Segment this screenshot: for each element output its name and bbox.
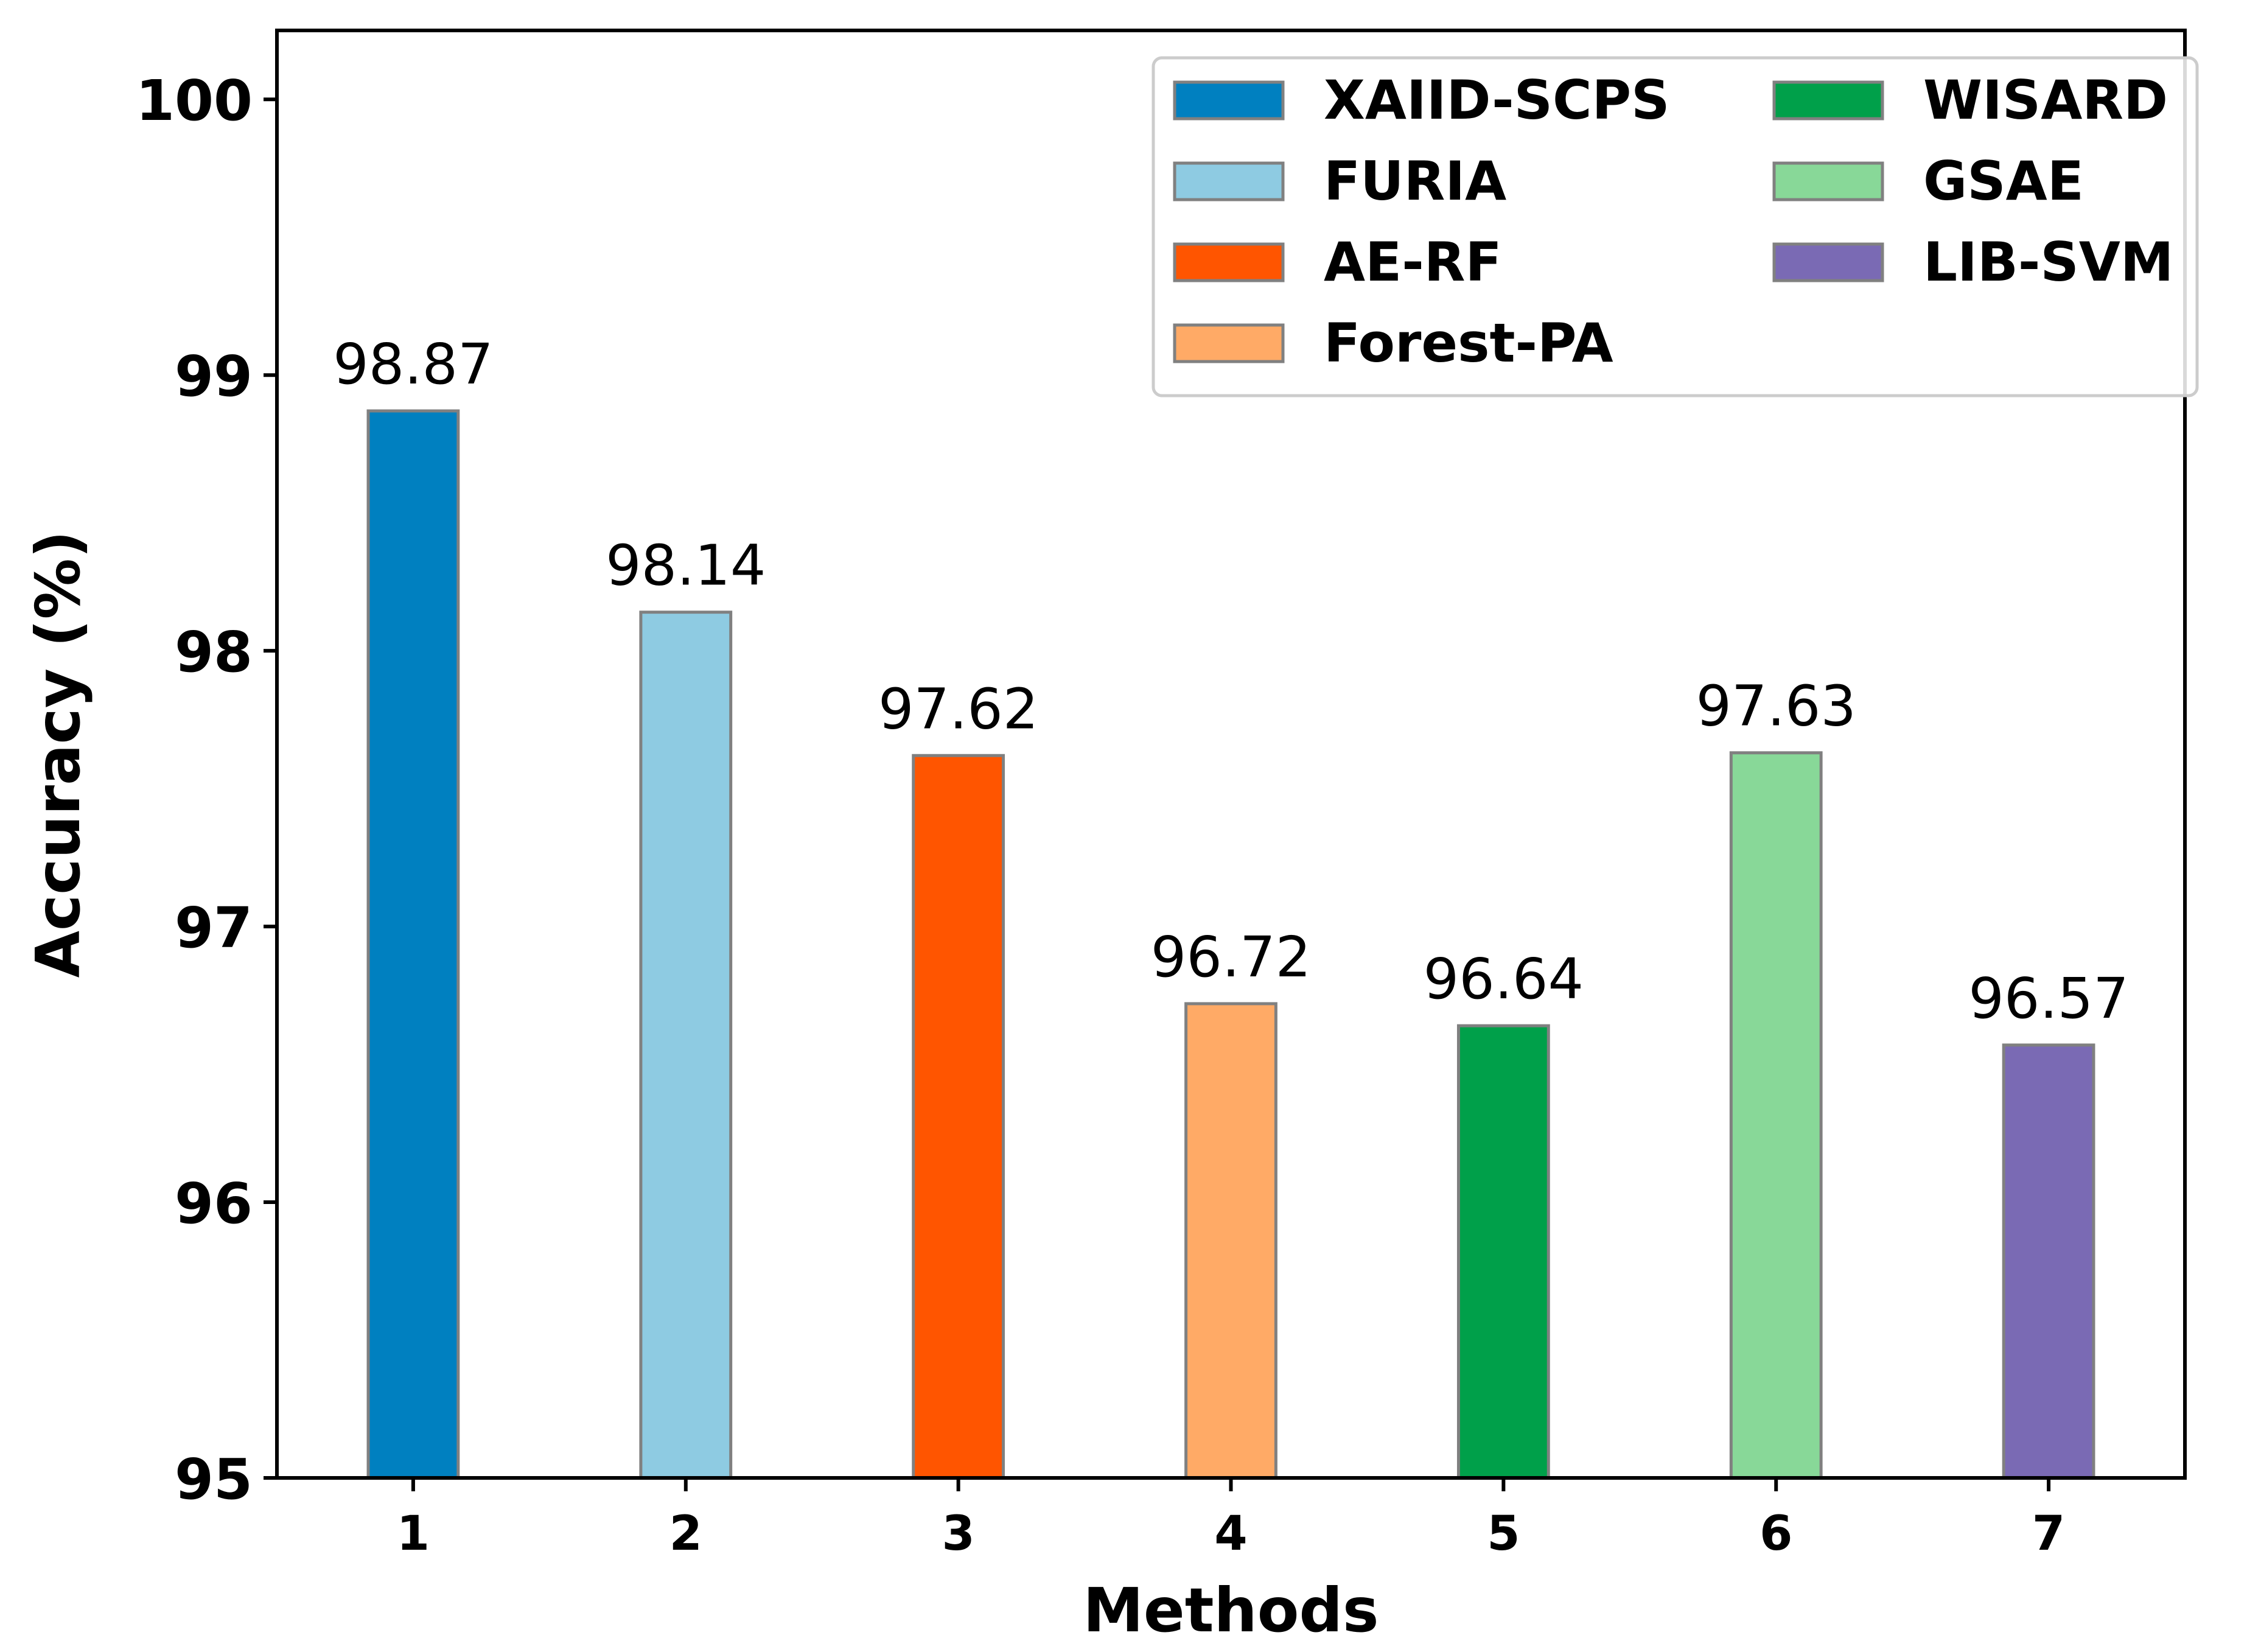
x-axis: 1 2 3 4 5 6 7	[397, 1478, 2065, 1561]
legend-frame	[1151, 56, 2199, 397]
legend-swatch-6	[1772, 161, 1884, 201]
y-tick-label-100: 100	[136, 68, 253, 133]
data-labels-group: 98.87 98.14 97.62 96.72 96.64 97.63 96.57	[333, 332, 2129, 1031]
bar-7	[2002, 1043, 2095, 1480]
data-label-2: 98.14	[606, 533, 766, 598]
legend-swatch-7	[1772, 242, 1884, 282]
x-tick-label-7: 7	[2032, 1507, 2065, 1561]
bar-2	[639, 611, 733, 1480]
legend-label-4: Forest-PA	[1324, 312, 1613, 374]
data-label-5: 96.64	[1424, 947, 1584, 1012]
x-tick-label-3: 3	[942, 1507, 975, 1561]
legend-swatch-5	[1772, 80, 1884, 121]
legend-swatch-4	[1173, 323, 1285, 363]
legend-label-3: AE-RF	[1324, 231, 1502, 293]
x-tick-label-6: 6	[1760, 1507, 1792, 1561]
legend-swatch-1	[1173, 80, 1285, 121]
x-tick-label-2: 2	[669, 1507, 702, 1561]
bar-6	[1729, 751, 1823, 1480]
data-label-3: 97.62	[878, 676, 1038, 741]
y-tick-label-95: 95	[175, 1447, 253, 1512]
legend-swatch-3	[1173, 242, 1285, 282]
legend-label-7: LIB-SVM	[1923, 231, 2173, 293]
y-tick-label-97: 97	[175, 895, 253, 961]
y-tick-label-96: 96	[175, 1171, 253, 1236]
legend: XAIID-SCPS FURIA AE-RF Forest-PA WISARD GSAE L…	[1151, 56, 2199, 397]
y-tick-label-99: 99	[175, 344, 253, 409]
x-tick-label-5: 5	[1487, 1507, 1520, 1561]
data-label-1: 98.87	[333, 332, 493, 397]
y-axis: 95 96 97 98 99 100	[136, 68, 277, 1512]
bar-1	[366, 409, 460, 1480]
y-axis-title: Accuracy (%)	[23, 531, 94, 978]
data-label-6: 97.63	[1696, 674, 1856, 739]
bars-group	[366, 409, 2095, 1480]
data-label-4: 96.72	[1151, 925, 1311, 990]
legend-label-2: FURIA	[1324, 150, 1506, 212]
data-label-7: 96.57	[1968, 966, 2128, 1031]
x-tick-label-1: 1	[397, 1507, 430, 1561]
x-axis-title: Methods	[1083, 1575, 1379, 1646]
legend-label-5: WISARD	[1923, 69, 2168, 131]
y-tick-label-98: 98	[175, 620, 253, 685]
legend-label-1: XAIID-SCPS	[1324, 69, 1669, 131]
legend-label-6: GSAE	[1923, 150, 2084, 212]
bar-4	[1184, 1002, 1277, 1480]
x-tick-label-4: 4	[1214, 1507, 1247, 1561]
bar-3	[912, 754, 1005, 1480]
legend-swatch-2	[1173, 161, 1285, 201]
bar-5	[1456, 1024, 1550, 1480]
